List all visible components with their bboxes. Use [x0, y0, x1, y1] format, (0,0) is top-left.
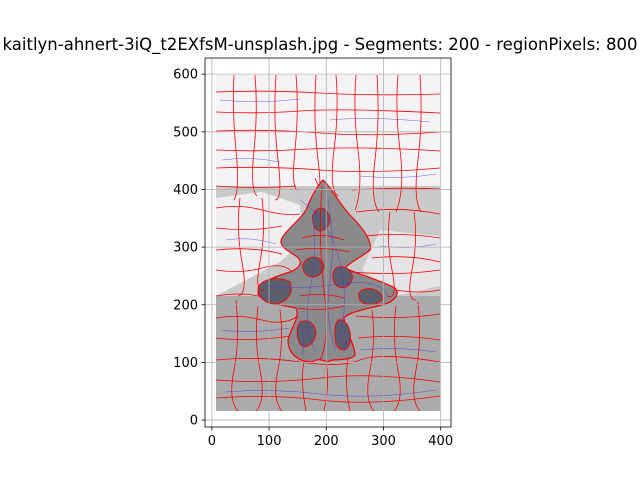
y-tick-label: 200 [173, 298, 198, 313]
y-tick-label: 300 [173, 241, 198, 256]
image-window-patch [216, 192, 304, 296]
dark-segment [332, 266, 353, 289]
y-tick-label: 100 [173, 356, 198, 371]
x-tick-label: 400 [428, 434, 453, 449]
y-tick-label: 500 [173, 125, 198, 140]
grid [205, 58, 451, 427]
x-axis: 0 100 200 300 400 [208, 427, 453, 449]
y-tick-label: 600 [173, 68, 198, 83]
dark-segment [312, 207, 331, 232]
axes-frame [204, 57, 452, 428]
y-tick-label: 0 [190, 414, 198, 429]
dark-segment [334, 319, 351, 351]
dark-segment [257, 278, 292, 305]
chart-title: kaitlyn-ahnert-3iQ_t2EXfsM-unsplash.jpg … [3, 35, 638, 55]
x-tick-label: 0 [208, 434, 216, 449]
dark-segment [296, 320, 317, 347]
x-tick-label: 200 [314, 434, 339, 449]
x-tick-label: 300 [371, 434, 396, 449]
x-tick-label: 100 [257, 434, 282, 449]
y-axis: 0 100 200 300 400 500 600 [173, 68, 205, 429]
segmented-image [216, 75, 440, 411]
y-tick-label: 400 [173, 183, 198, 198]
flow-lines [219, 98, 437, 397]
